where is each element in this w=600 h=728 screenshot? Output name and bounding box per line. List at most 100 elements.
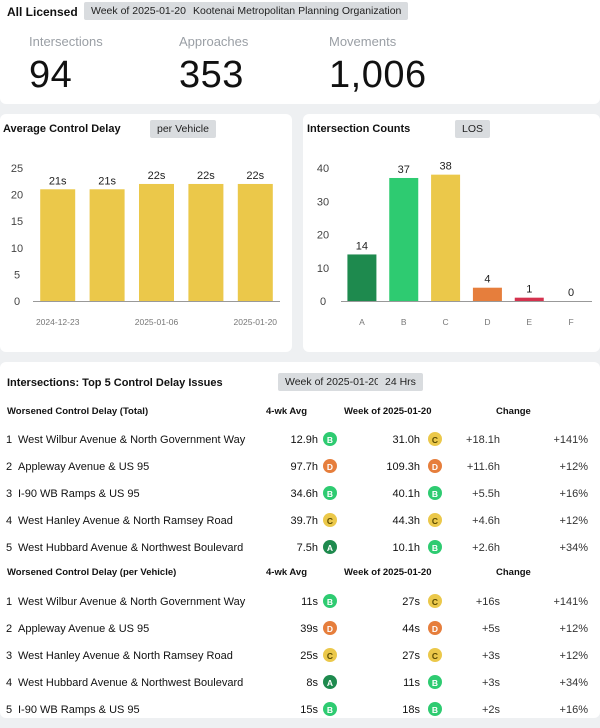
table-row[interactable]: 1 West Wilbur Avenue & North Government W… [0,432,600,458]
intersection-counts-card: 0 10 20 30 40 14 A 37 B 38 C 4 D 1 E 0 F Intersection Co… [303,114,600,352]
change-percent: +34% [559,677,588,689]
change-percent: +16% [559,488,588,500]
four-week-avg-value: 7.5h [296,542,318,554]
table-row[interactable]: 2 Appleway Avenue & US 95 97.7h 109.3h +11.6… [0,459,600,485]
summary-header: All Licensed Week of 2025-01-20 Kootenai… [0,0,600,104]
change-percent: +12% [559,461,588,473]
section-heading: Worsened Control Delay (Total) [7,406,149,417]
week-value: 18s [402,704,420,716]
four-week-avg-value: 34.6h [290,488,318,500]
bar-data-label: 38 [439,161,451,173]
intersection-name: West Hubbard Avenue & Northwest Boulevar… [18,677,244,689]
los-badge: B [428,675,442,689]
change-value: +18.1h [466,434,500,446]
per-vehicle-chip[interactable]: per Vehicle [150,120,216,138]
row-rank: 2 [6,461,13,473]
intersection-name: West Hanley Avenue & North Ramsey Road [18,650,233,662]
los-badge: B [323,594,337,608]
x-tick-label: E [526,317,532,327]
issues-title: Intersections: Top 5 Control Delay Issue… [7,377,223,389]
bar-data-label: 1 [526,284,532,296]
change-value: +2.6h [472,542,500,554]
table-row[interactable]: 4 West Hanley Avenue & North Ramsey Road 3… [0,513,600,539]
los-badge: B [428,540,442,554]
organization-filter-chip[interactable]: Kootenai Metropolitan Planning Organizat… [186,2,409,20]
intersection-name: Appleway Avenue & US 95 [18,623,150,635]
metric-value: 94 [29,54,73,96]
table-row[interactable]: 2 Appleway Avenue & US 95 39s 44s +5s +12% D D [0,621,600,647]
metric-value: 1,006 [329,54,427,96]
column-header-week: Week of 2025-01-20 [344,406,432,417]
week-filter-chip[interactable]: Week of 2025-01-20 [84,2,193,20]
metric-intersections: Intersections 94 [29,34,103,97]
y-tick-label: 20 [317,230,329,242]
change-value: +2s [481,704,500,716]
intersection-name: West Wilbur Avenue & North Government Wa… [18,434,246,446]
column-header-4wk-avg: 4-wk Avg [266,567,308,578]
x-tick-label: 2024-12-23 [36,317,80,327]
y-tick-label: 20 [11,190,23,202]
y-tick-label: 0 [320,296,326,308]
row-rank: 4 [6,515,13,527]
metric-movements: Movements 1,006 [329,34,427,97]
los-chip[interactable]: LOS [455,120,491,138]
x-tick-label: A [359,317,365,327]
metric-value: 353 [179,54,244,96]
four-week-avg-value: 11s [301,596,318,608]
los-badge: B [323,432,337,446]
y-tick-label: 5 [14,269,20,281]
bar-los-a [347,254,377,301]
four-week-avg-value: 39s [300,623,318,635]
row-rank: 3 [6,650,13,662]
section-header: Worsened Control Delay (per Vehicle) 4-wk… [0,567,600,585]
bar-week-4 [188,183,224,301]
issues-hours-chip[interactable]: 24 Hrs [378,373,423,391]
bar-week-3 [139,183,174,301]
los-badge: C [428,648,442,662]
bar-week-2 [89,189,125,301]
x-tick-label: C [443,317,449,327]
los-badge: B [323,702,337,716]
table-row[interactable]: 3 I-90 WB Ramps & US 95 34.6h 40.1h +5.5h +16… [0,486,600,512]
week-value: 31.0h [392,434,420,446]
bar-data-label: 22s [246,170,264,182]
y-tick-label: 10 [11,243,23,255]
chart-title: Intersection Counts [307,123,411,135]
bar-data-label: 0 [568,287,574,299]
four-week-avg-value: 97.7h [290,461,318,473]
bar-data-label: 22s [197,170,215,182]
change-percent: +16% [559,704,588,716]
table-row[interactable]: 3 West Hanley Avenue & North Ramsey Road 2… [0,648,600,674]
chart-title: Average Control Delay [3,123,121,135]
week-value: 11s [403,677,420,689]
change-value: +5s [481,623,500,635]
los-badge: A [323,675,337,689]
issues-week-chip[interactable]: Week of 2025-01-20 [278,373,387,391]
four-week-avg-value: 8s [306,677,318,689]
column-header-change: Change [496,567,531,578]
metric-label: Movements [329,34,397,49]
change-percent: +12% [559,515,588,527]
average-control-delay-chart: 0 5 10 15 20 25 21s 2024-12-23 21s 22s 2025-01-06 2… [11,163,280,327]
intersection-name: I-90 WB Ramps & US 95 [18,488,140,500]
change-value: +16s [475,596,500,608]
los-badge: D [323,621,337,635]
row-rank: 3 [6,488,13,500]
y-tick-label: 10 [317,263,329,275]
los-badge: D [428,459,442,473]
metric-label: Approaches [179,34,249,49]
change-value: +11.6h [466,461,500,473]
metric-label: Intersections [29,34,103,49]
bar-week-5 [237,183,273,301]
column-header-change: Change [496,406,531,417]
table-row[interactable]: 5 West Hubbard Avenue & Northwest Bouleva… [0,540,600,566]
change-value: +3s [481,650,500,662]
table-row[interactable]: 4 West Hubbard Avenue & Northwest Bouleva… [0,675,600,701]
los-badge: D [323,459,337,473]
bar-data-label: 14 [356,240,368,252]
table-row[interactable]: 5 I-90 WB Ramps & US 95 15s 18s +2s +16% B B [0,702,600,728]
table-row[interactable]: 1 West Wilbur Avenue & North Government W… [0,594,600,620]
change-percent: +12% [559,623,588,635]
change-percent: +12% [559,650,588,662]
section-header: Worsened Control Delay (Total) 4-wk Avg We… [0,406,600,424]
